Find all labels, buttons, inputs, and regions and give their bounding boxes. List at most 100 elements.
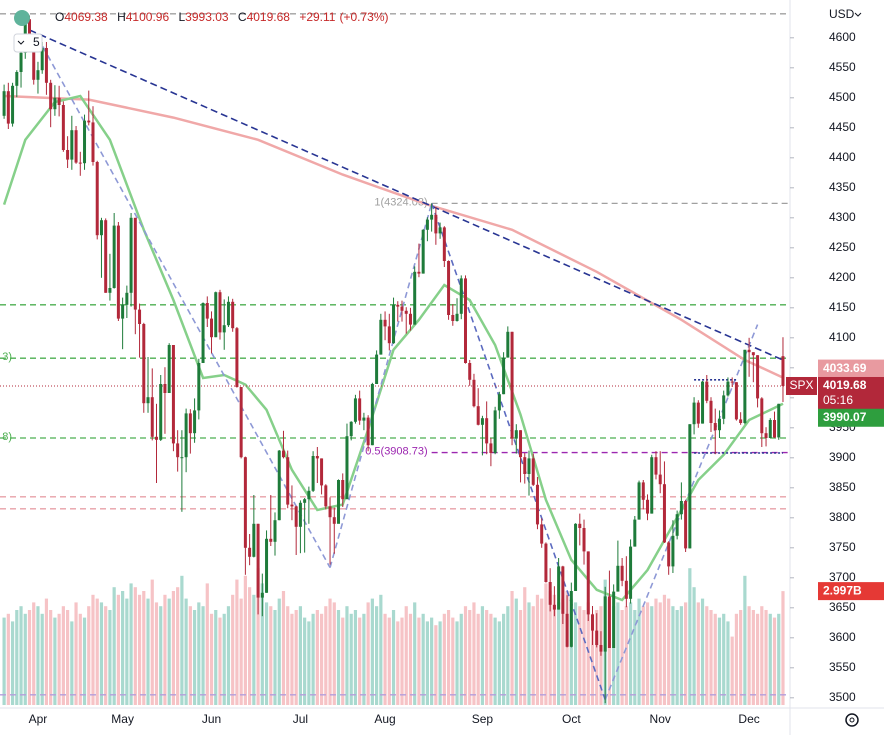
candle-body xyxy=(108,288,112,293)
candle-body xyxy=(337,480,341,524)
volume-bar xyxy=(713,613,717,705)
candle-body xyxy=(603,596,607,652)
candle-body xyxy=(476,406,480,425)
volume-bar xyxy=(27,610,32,705)
candle-body xyxy=(32,36,36,80)
candle-body xyxy=(485,418,489,444)
volume-bar xyxy=(569,598,573,705)
candle-body xyxy=(298,502,302,527)
volume-bar xyxy=(345,606,349,705)
volume-bar xyxy=(781,591,785,705)
interval-label: 5 xyxy=(33,35,40,49)
candle-body xyxy=(273,520,277,542)
volume-bar xyxy=(358,617,362,705)
symbol-icon[interactable] xyxy=(14,10,30,26)
volume-bar xyxy=(116,594,120,705)
last-price-box xyxy=(818,376,884,411)
y-tick-label: 4300 xyxy=(829,210,856,224)
candle-body xyxy=(159,384,163,440)
volume-bar xyxy=(332,602,336,705)
volume-bar xyxy=(523,587,527,705)
candle-body xyxy=(239,387,243,458)
volume-bar xyxy=(294,610,298,705)
volume-bar xyxy=(273,610,277,705)
volume-bar xyxy=(404,606,408,705)
volume-bar xyxy=(205,583,209,705)
y-tick-label: 3800 xyxy=(829,510,856,524)
currency-label[interactable]: USD xyxy=(829,7,855,21)
y-tick-label: 4550 xyxy=(829,60,856,74)
volume-bar xyxy=(557,602,561,705)
candle-body xyxy=(773,420,777,438)
candle-body xyxy=(286,457,290,505)
volume-bar xyxy=(264,602,269,705)
volume-bar xyxy=(451,617,455,705)
volume-bar xyxy=(548,591,552,705)
level-label: 0.5(3908.73) xyxy=(365,445,427,457)
volume-label: 2.997B xyxy=(823,583,862,597)
candle-body xyxy=(413,271,417,325)
volume-bar xyxy=(743,575,747,705)
gear[interactable] xyxy=(845,713,859,727)
candle-body xyxy=(2,91,6,116)
candle-body xyxy=(252,523,256,557)
candle-body xyxy=(129,217,133,293)
volume-bar xyxy=(662,594,667,705)
candle-body xyxy=(19,52,23,72)
candle-body xyxy=(277,450,281,521)
candle-body xyxy=(328,506,332,518)
volume-bar xyxy=(510,591,514,705)
volume-bar xyxy=(163,594,167,705)
candle-body xyxy=(366,417,370,446)
volume-bar xyxy=(518,610,523,705)
volume-bar xyxy=(209,613,214,705)
candle-body xyxy=(15,72,19,86)
candle-body xyxy=(362,417,366,421)
volume-bar xyxy=(277,598,281,705)
candle-body xyxy=(637,482,641,520)
ma-short-label-box xyxy=(818,408,884,427)
candle-body xyxy=(201,303,205,363)
volume-bar xyxy=(485,610,489,705)
candle-body xyxy=(53,97,57,110)
volume-bar xyxy=(722,613,726,705)
candle-body xyxy=(163,384,167,393)
candle-body xyxy=(688,424,692,549)
candle-body xyxy=(438,227,442,234)
candle-body xyxy=(472,379,476,407)
candle-body xyxy=(294,506,298,527)
candle-body xyxy=(290,504,294,507)
volume-bar xyxy=(353,610,358,705)
candle-body xyxy=(417,271,421,274)
candle-body xyxy=(188,413,192,434)
volume-bar xyxy=(540,598,544,705)
x-tick-label: Sep xyxy=(472,712,494,726)
countdown: 05:16 xyxy=(823,393,853,407)
x-tick-label: Jun xyxy=(202,712,221,726)
candle-body xyxy=(99,220,103,236)
volume-label-box xyxy=(818,582,884,601)
volume-bar xyxy=(19,606,23,705)
volume-bar xyxy=(218,617,222,705)
candle-body xyxy=(781,356,785,386)
volume-bar xyxy=(396,621,400,705)
candle-body xyxy=(650,457,654,514)
y-tick-label: 3750 xyxy=(829,540,856,554)
candle-body xyxy=(574,523,578,591)
volume-bar xyxy=(248,587,252,705)
volume-bar xyxy=(459,613,463,705)
interval-button[interactable] xyxy=(13,33,43,53)
settings-icon[interactable] xyxy=(845,713,859,727)
volume-bar xyxy=(336,610,341,705)
volume-bar xyxy=(53,617,57,705)
volume-bar xyxy=(112,587,116,705)
candle-body xyxy=(756,355,760,399)
candle-body xyxy=(142,324,146,404)
candle-body xyxy=(40,48,44,71)
volume-bar xyxy=(777,613,781,705)
volume-bar xyxy=(645,602,650,705)
candle-body xyxy=(379,319,383,355)
volume-bar xyxy=(243,575,247,705)
volume-bar xyxy=(226,606,231,705)
volume-bar xyxy=(15,610,19,705)
